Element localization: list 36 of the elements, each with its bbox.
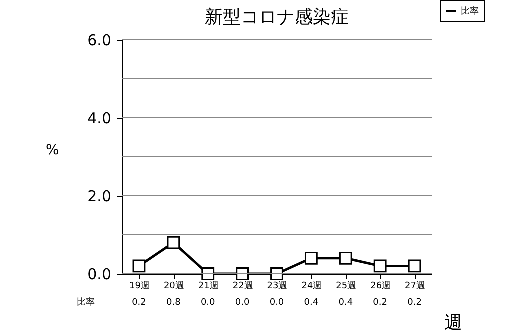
y-tick-label: 4.0 bbox=[88, 110, 112, 128]
y-axis-title: % bbox=[46, 142, 60, 158]
x-tick-label: 25週 bbox=[336, 280, 357, 292]
data-label: 0.0 bbox=[270, 298, 284, 308]
point bbox=[408, 260, 422, 273]
point bbox=[202, 268, 215, 280]
point bbox=[339, 252, 352, 265]
point bbox=[132, 260, 146, 273]
point bbox=[374, 260, 387, 273]
data-label: 0.0 bbox=[235, 298, 250, 308]
x-tick-label: 20週 bbox=[164, 280, 184, 292]
x-tick-label: 26週 bbox=[370, 280, 392, 292]
y-tick-label: 6.0 bbox=[88, 32, 112, 50]
chart-title: 新型コロナ感染症 bbox=[205, 7, 349, 28]
point bbox=[304, 252, 318, 265]
y-tick-label: 2.0 bbox=[88, 188, 112, 206]
x-tick-label: 23週 bbox=[267, 280, 288, 292]
data-label: 0.4 bbox=[304, 298, 319, 308]
x-tick-label: 19週 bbox=[129, 280, 150, 292]
point bbox=[236, 268, 250, 280]
x-axis-title: 週 bbox=[444, 312, 462, 334]
text: 比率 bbox=[77, 298, 95, 308]
x-tick-label: 21週 bbox=[198, 280, 219, 292]
y-tick-label: 0.0 bbox=[88, 266, 112, 284]
x-tick-label: 27週 bbox=[405, 280, 426, 292]
point bbox=[167, 236, 180, 250]
x-tick-label: 24週 bbox=[302, 280, 322, 292]
data-label: 0.2 bbox=[408, 298, 422, 308]
data-label: 0.0 bbox=[200, 298, 216, 308]
data-label: 0.2 bbox=[132, 298, 146, 308]
point bbox=[270, 268, 284, 280]
data-label: 0.8 bbox=[166, 298, 182, 308]
x-tick-label: 22週 bbox=[232, 280, 254, 292]
data-label: 0.4 bbox=[338, 298, 354, 308]
legend-label: 比率 bbox=[461, 6, 479, 17]
data-label: 0.2 bbox=[373, 298, 388, 308]
